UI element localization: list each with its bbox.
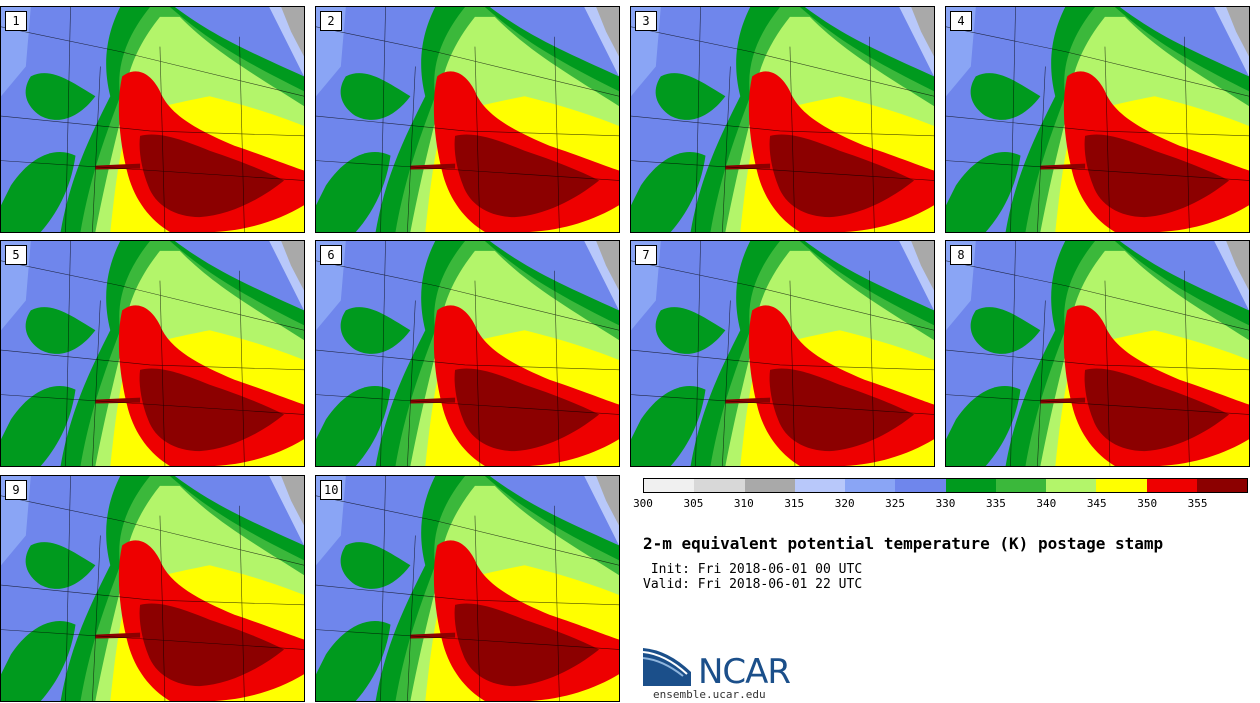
site-url: ensemble.ucar.edu xyxy=(653,688,766,701)
map-panel-7: 7 xyxy=(630,240,935,467)
colorbar xyxy=(643,478,1248,493)
member-label: 3 xyxy=(635,11,657,31)
map-panel-10: 10 xyxy=(315,475,620,702)
colorbar-tick-label: 335 xyxy=(985,497,1006,510)
colorbar-segment xyxy=(995,479,1046,492)
ncar-logo-icon xyxy=(643,648,691,686)
member-label: 10 xyxy=(320,480,343,500)
map-panel-4: 4 xyxy=(945,6,1250,233)
colorbar-segment xyxy=(895,479,946,492)
colorbar-tick-label: 325 xyxy=(885,497,906,510)
colorbar-tick-label: 300 xyxy=(633,497,653,510)
colorbar-ticks: 300 305 310 315 320 325 330 335 340 345 350 355 xyxy=(633,497,1248,513)
map-panel-3: 3 xyxy=(630,6,935,233)
colorbar-segment xyxy=(694,479,745,492)
member-label: 8 xyxy=(950,245,972,265)
colorbar-segment xyxy=(794,479,845,492)
ensemble-map-icon xyxy=(1,241,304,466)
map-panel-8: 8 xyxy=(945,240,1250,467)
map-panel-1: 1 xyxy=(0,6,305,233)
ensemble-map-icon xyxy=(316,241,619,466)
member-label: 4 xyxy=(950,11,972,31)
ensemble-map-icon xyxy=(631,241,934,466)
colorbar-tick-label: 355 xyxy=(1187,497,1208,510)
figure-title: 2-m equivalent potential temperature (K)… xyxy=(643,534,1164,553)
colorbar-tick-label: 330 xyxy=(935,497,956,510)
member-label: 5 xyxy=(5,245,27,265)
colorbar-tick-label: 315 xyxy=(784,497,805,510)
colorbar-segment xyxy=(744,479,795,492)
init-time: Init: Fri 2018-06-01 00 UTC xyxy=(643,562,863,577)
colorbar-segment xyxy=(644,479,695,492)
ensemble-map-icon xyxy=(946,7,1249,232)
colorbar-tick-label: 350 xyxy=(1137,497,1158,510)
colorbar-tick-label: 345 xyxy=(1086,497,1107,510)
member-label: 1 xyxy=(5,11,27,31)
colorbar-tick-label: 320 xyxy=(834,497,855,510)
colorbar-segment xyxy=(1096,479,1147,492)
map-panel-2: 2 xyxy=(315,6,620,233)
logo-text: NCAR xyxy=(698,652,791,692)
map-panel-9: 9 xyxy=(0,475,305,702)
colorbar-tick-label: 340 xyxy=(1036,497,1057,510)
valid-time: Valid: Fri 2018-06-01 22 UTC xyxy=(643,577,863,592)
colorbar-segment xyxy=(845,479,896,492)
colorbar-tick-label: 305 xyxy=(683,497,704,510)
ensemble-map-icon xyxy=(1,7,304,232)
member-label: 6 xyxy=(320,245,342,265)
colorbar-segment xyxy=(945,479,996,492)
ensemble-map-icon xyxy=(631,7,934,232)
ensemble-map-icon xyxy=(1,476,304,701)
colorbar-segment xyxy=(1196,479,1247,492)
member-label: 9 xyxy=(5,480,27,500)
colorbar-segment xyxy=(1146,479,1197,492)
map-panel-5: 5 xyxy=(0,240,305,467)
colorbar-segment xyxy=(1046,479,1097,492)
colorbar-tick-label: 310 xyxy=(733,497,754,510)
map-panel-6: 6 xyxy=(315,240,620,467)
ensemble-map-icon xyxy=(316,7,619,232)
ensemble-map-icon xyxy=(316,476,619,701)
member-label: 2 xyxy=(320,11,342,31)
member-label: 7 xyxy=(635,245,657,265)
ensemble-map-icon xyxy=(946,241,1249,466)
